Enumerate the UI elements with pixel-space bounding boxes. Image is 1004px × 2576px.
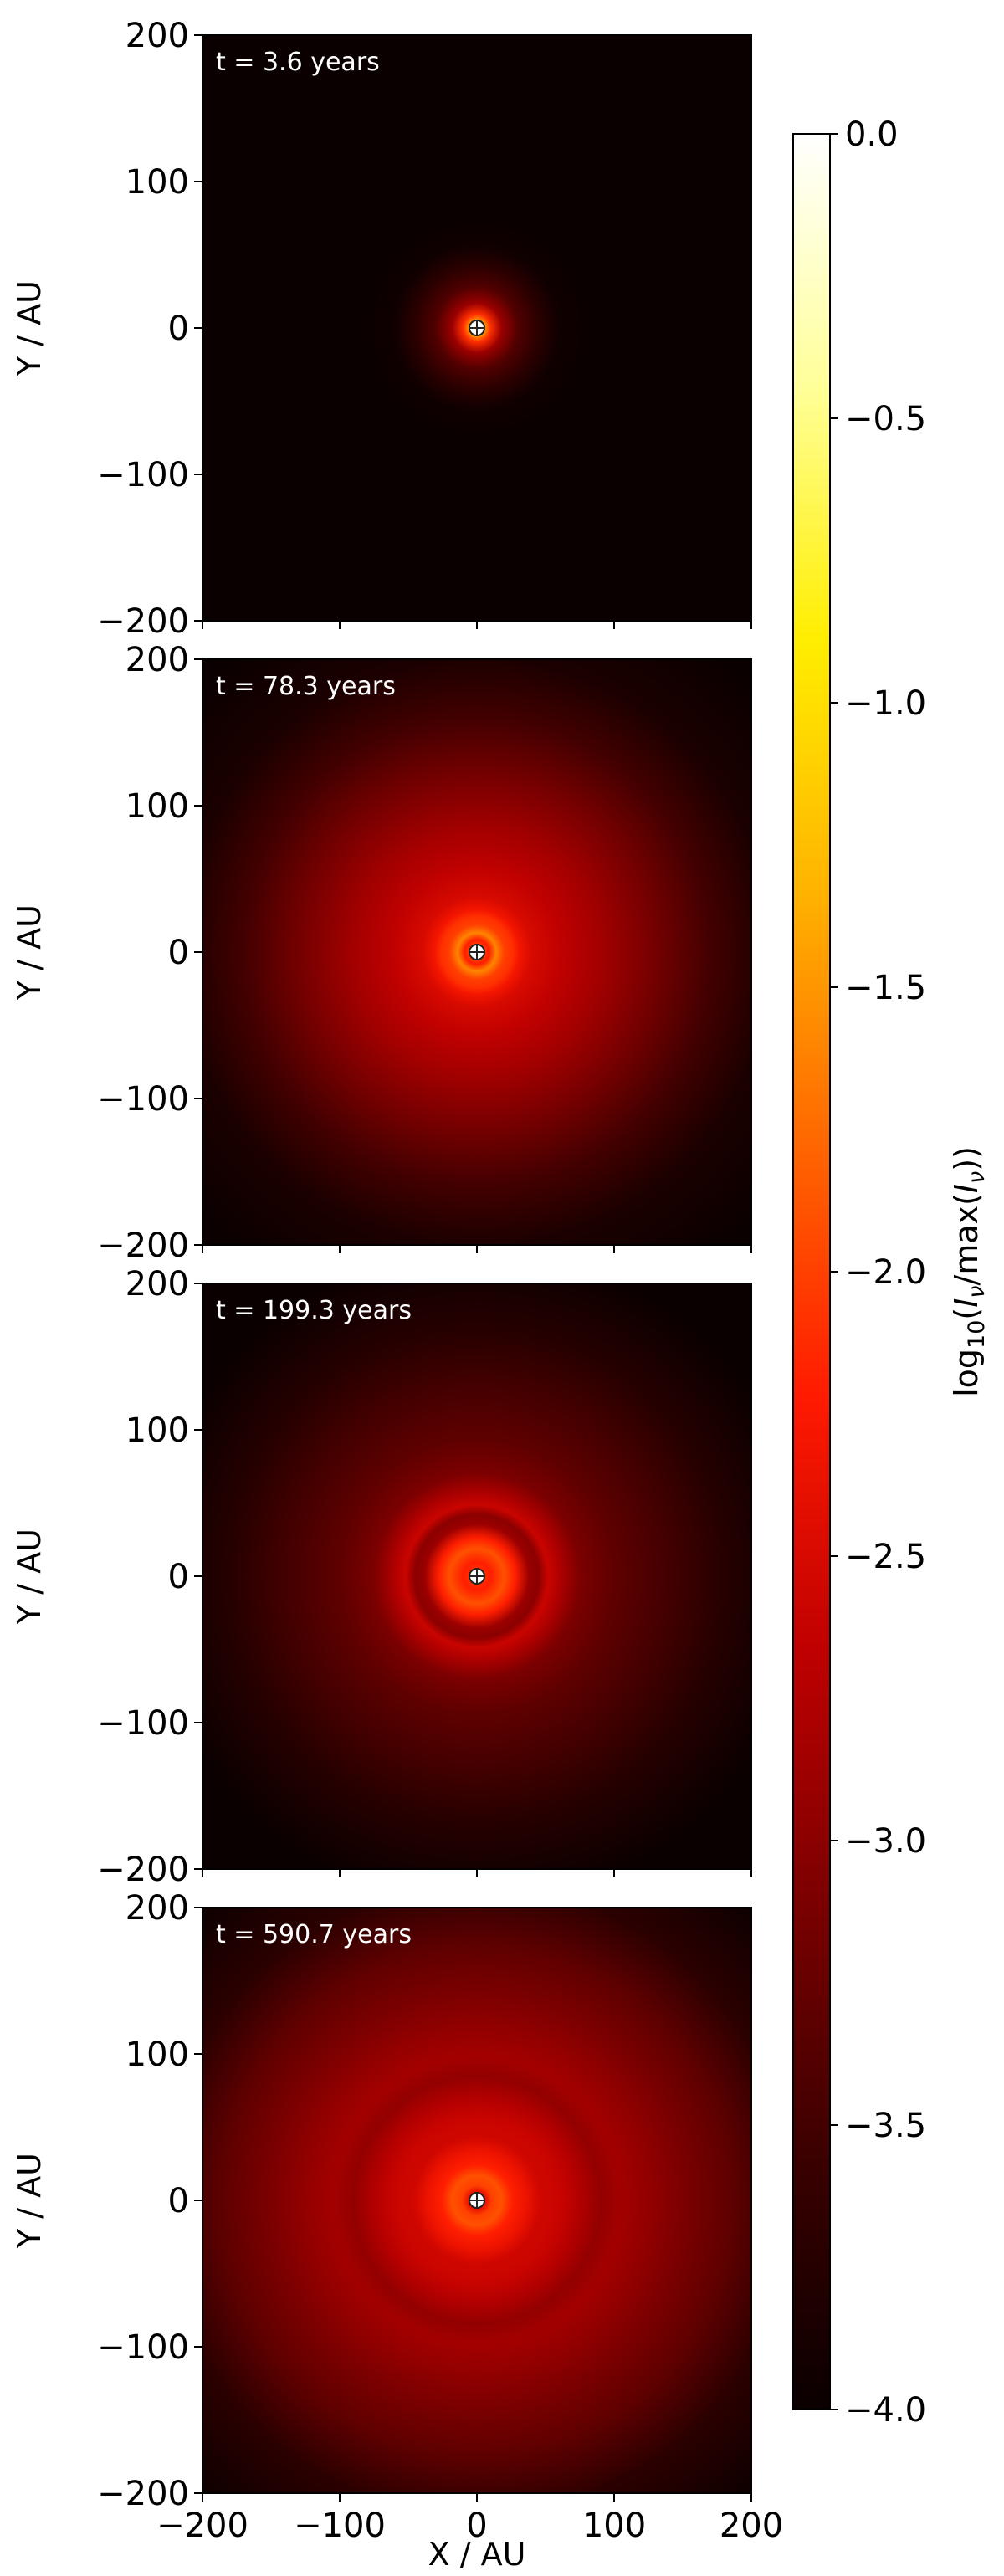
heatmap-image: [202, 1283, 751, 1869]
y-axis-label: Y / AU: [11, 2153, 48, 2249]
y-tick-label: −200: [97, 1227, 189, 1265]
panel-3: t = 199.3 years 200 100 0 −100 −200 Y / AU: [11, 1265, 752, 1889]
y-tick-label: −100: [97, 1080, 189, 1119]
star-marker-icon: [469, 320, 485, 336]
panel-title: t = 590.7 years: [216, 1920, 412, 1949]
colorbar-tick-label: −3.5: [845, 2107, 926, 2145]
x-tick-label: −200: [156, 2507, 248, 2545]
colorbar-label: log10(Iν/max(Iν)): [948, 1146, 990, 1397]
y-tick-label: 200: [126, 641, 189, 679]
colorbar-tick-label: −3.0: [845, 1822, 926, 1861]
y-axis-label: Y / AU: [11, 1529, 48, 1625]
panel-2: t = 78.3 years 200 100 0 −100 −200 Y / AU: [11, 641, 752, 1265]
y-tick-label: 100: [126, 787, 189, 826]
x-tick-label: 0: [466, 2507, 487, 2545]
colorbar-tick-label: 0.0: [845, 115, 899, 154]
panel-title: t = 199.3 years: [216, 1296, 412, 1325]
y-tick-label: 100: [126, 1411, 189, 1450]
panel-4: t = 590.7 years 200 100 0 −100 −200−200 −100 0 1…: [11, 1889, 783, 2545]
colorbar-tick-label: −2.5: [845, 1538, 926, 1576]
y-tick-label: −100: [97, 456, 189, 494]
y-axis-label: Y / AU: [11, 280, 48, 376]
star-marker-icon: [469, 1568, 485, 1585]
x-tick-label: −100: [294, 2507, 386, 2545]
colorbar-tick-label: −4.0: [845, 2391, 926, 2430]
star-marker-icon: [469, 2192, 485, 2209]
colorbar-gradient: [793, 134, 830, 2410]
y-tick-label: −200: [97, 1851, 189, 1889]
colorbar-tick-label: −2.0: [845, 1253, 926, 1292]
y-tick-label: −100: [97, 2328, 189, 2367]
panel-title: t = 78.3 years: [216, 672, 396, 701]
y-tick-label: 200: [126, 17, 189, 55]
y-tick-label: 0: [168, 1558, 189, 1596]
y-tick-label: 100: [126, 2036, 189, 2074]
colorbar: 0.0 −0.5 −1.0 −1.5 −2.0 −2.5 −3.0 −3.5 −4.0 log10…: [792, 115, 990, 2430]
colorbar-tick-label: −0.5: [845, 400, 926, 438]
y-tick-label: 100: [126, 163, 189, 202]
y-tick-label: 0: [168, 934, 189, 972]
y-axis-label: Y / AU: [11, 904, 48, 1001]
y-tick-label: 0: [168, 2182, 189, 2220]
x-tick-label: 200: [720, 2507, 783, 2545]
colorbar-tick-label: −1.5: [845, 969, 926, 1007]
star-marker-icon: [469, 944, 485, 960]
y-tick-label: −200: [97, 602, 189, 641]
panel-title: t = 3.6 years: [216, 48, 380, 77]
y-tick-label: −200: [97, 2475, 189, 2513]
y-tick-label: 200: [126, 1889, 189, 1928]
colorbar-tick-label: −1.0: [845, 684, 926, 723]
x-tick-label: 100: [582, 2507, 646, 2545]
y-tick-label: 200: [126, 1265, 189, 1303]
panel-1: t = 3.6 years 200 100 0 −100 −200 Y / AU: [11, 17, 752, 641]
y-tick-label: −100: [97, 1704, 189, 1743]
x-axis-label: X / AU: [428, 2536, 526, 2573]
y-tick-label: 0: [168, 310, 189, 348]
